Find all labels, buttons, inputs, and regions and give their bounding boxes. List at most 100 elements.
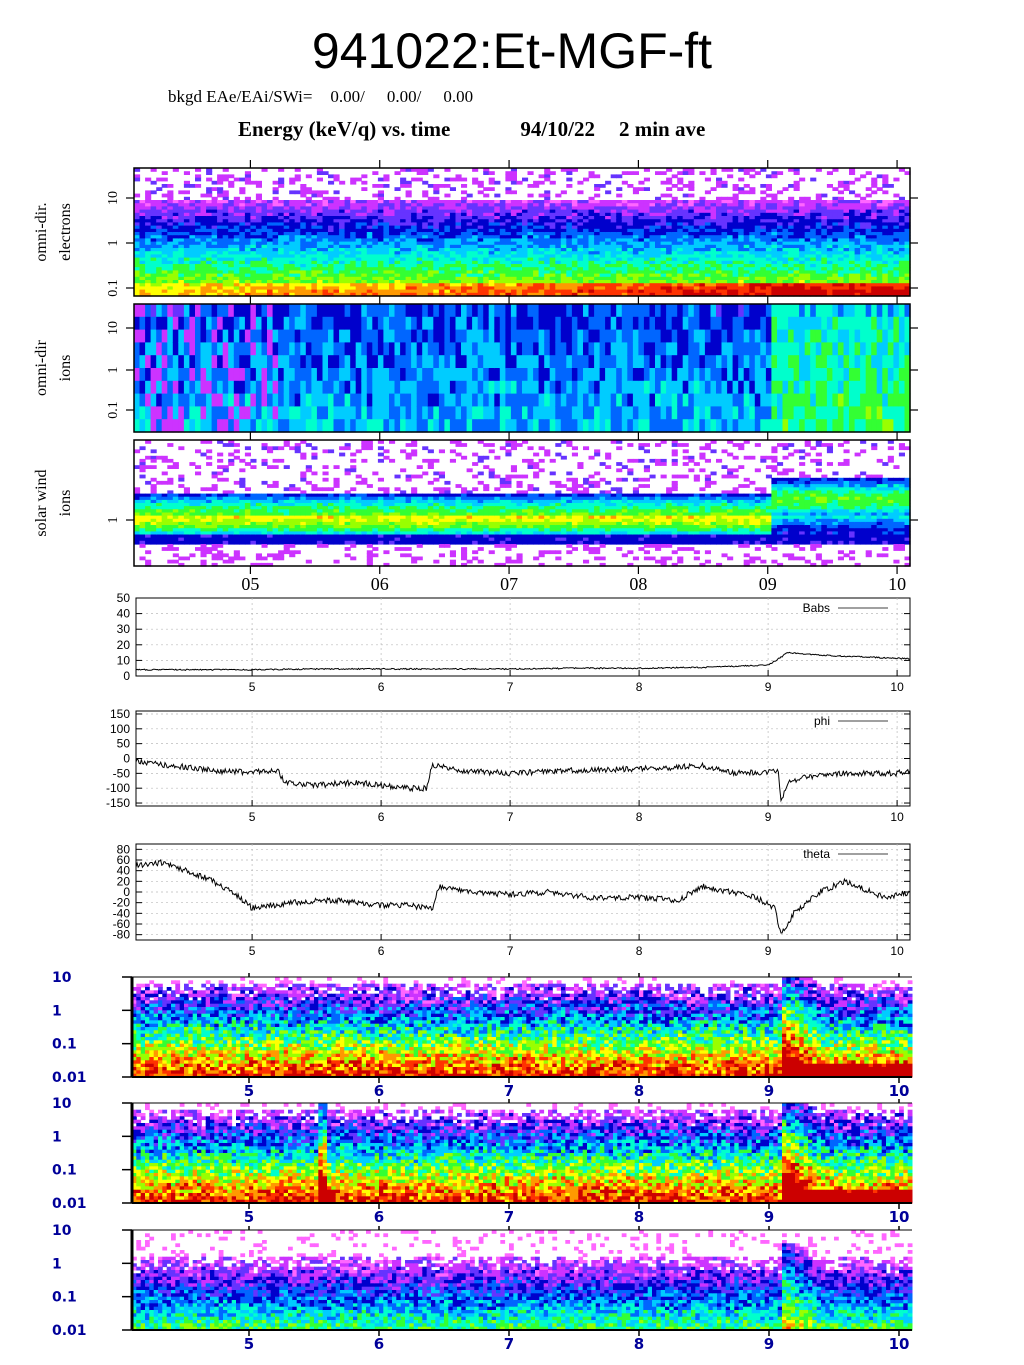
heatmap-cell [323,190,329,194]
heatmap-cell [273,406,279,419]
heatmap-cell [140,381,146,394]
heatmap-cell [223,330,229,343]
heatmap-cell [284,419,290,432]
heatmap-cell [711,187,717,191]
heatmap-cell [151,304,157,317]
heatmap-cell [583,178,589,182]
heatmap-cell [616,187,622,191]
heatmap-cell [356,178,362,182]
heatmap-cell [289,355,295,368]
heatmap-cell [300,194,306,198]
heatmap-cell [173,368,179,381]
heatmap-cell [212,368,218,381]
heatmap-cell [173,342,179,355]
heatmap-cell [361,174,367,178]
heatmap-cell [245,368,251,381]
heatmap-cell [849,190,855,194]
heatmap-cell [328,174,334,178]
heatmap-cell [189,184,195,188]
heatmap-cell [328,419,334,432]
heatmap-cell [289,330,295,343]
heatmap-cell [234,342,240,355]
heatmap-cell [162,317,168,330]
heatmap-cell [262,317,268,330]
heatmap-cell [234,368,240,381]
heatmap-cell [777,190,783,194]
heatmap-cell [417,178,423,182]
heatmap-cell [206,406,212,419]
heatmap-cell [267,368,273,381]
heatmap-cell [278,368,284,381]
heatmap-cell [378,178,384,182]
heatmap-cell [317,355,323,368]
heatmap-cell [334,355,340,368]
heatmap-cell [145,406,151,419]
heatmap-cell [644,187,650,191]
heatmap-cell [494,181,500,185]
heatmap-cell [771,174,777,178]
heatmap-cell [256,406,262,419]
heatmap-cell [655,171,661,175]
heatmap-cell [323,419,329,432]
heatmap-cell [699,171,705,175]
heatmap-cell [273,381,279,394]
heatmap-cell [749,174,755,178]
heatmap-cell [705,178,711,182]
heatmap-cell [228,174,234,178]
heatmap-cell [206,317,212,330]
heatmap-cell [212,419,218,432]
heatmap-cell [184,394,190,407]
heatmap-cell [594,187,600,191]
heatmap-cell [267,394,273,407]
heatmap-cell [295,342,301,355]
heatmap-cell [250,181,256,185]
heatmap-cell [317,381,323,394]
heatmap-cell [273,355,279,368]
heatmap-cell [239,190,245,194]
heatmap-cell [145,178,151,182]
heatmap-cell [882,190,888,194]
heatmap-cell [206,355,212,368]
heatmap-cell [672,174,678,178]
heatmap-cell [334,394,340,407]
heatmap-cell [239,317,245,330]
heatmap-cell [289,342,295,355]
heatmap-cell [250,330,256,343]
heatmap-cell [178,381,184,394]
heatmap-cell [212,381,218,394]
heatmap-cell [145,342,151,355]
heatmap-cell [317,330,323,343]
heatmap-cell [189,355,195,368]
heatmap-cell [162,330,168,343]
heatmap-cell [395,187,401,191]
heatmap-cell [738,178,744,182]
heatmap-cell [794,171,800,175]
heatmap-cell [245,355,251,368]
heatmap-cell [167,406,173,419]
heatmap-cell [467,194,473,198]
heatmap-cell [539,181,545,185]
heatmap-cell [206,178,212,182]
heatmap-cell [483,187,489,191]
heatmap-cell [605,190,611,194]
heatmap-cell [262,419,268,432]
heatmap-cell [140,355,146,368]
heatmap-cell [494,194,500,198]
heatmap-cell [289,181,295,185]
heatmap-cell [300,330,306,343]
heatmap-cell [738,190,744,194]
heatmap-cell [422,171,428,175]
heatmap-cell [195,368,201,381]
heatmap-cell [766,174,772,178]
heatmap-cell [323,394,329,407]
heatmap-cell [295,394,301,407]
heatmap-cell [162,194,168,198]
heatmap-cell [256,330,262,343]
heatmap-cell [201,381,207,394]
heatmap-cell [167,184,173,188]
heatmap-cell [217,394,223,407]
heatmap-cell [328,181,334,185]
panel-0-heatmap [134,168,911,297]
heatmap-cell [528,171,534,175]
heatmap-cell [162,178,168,182]
